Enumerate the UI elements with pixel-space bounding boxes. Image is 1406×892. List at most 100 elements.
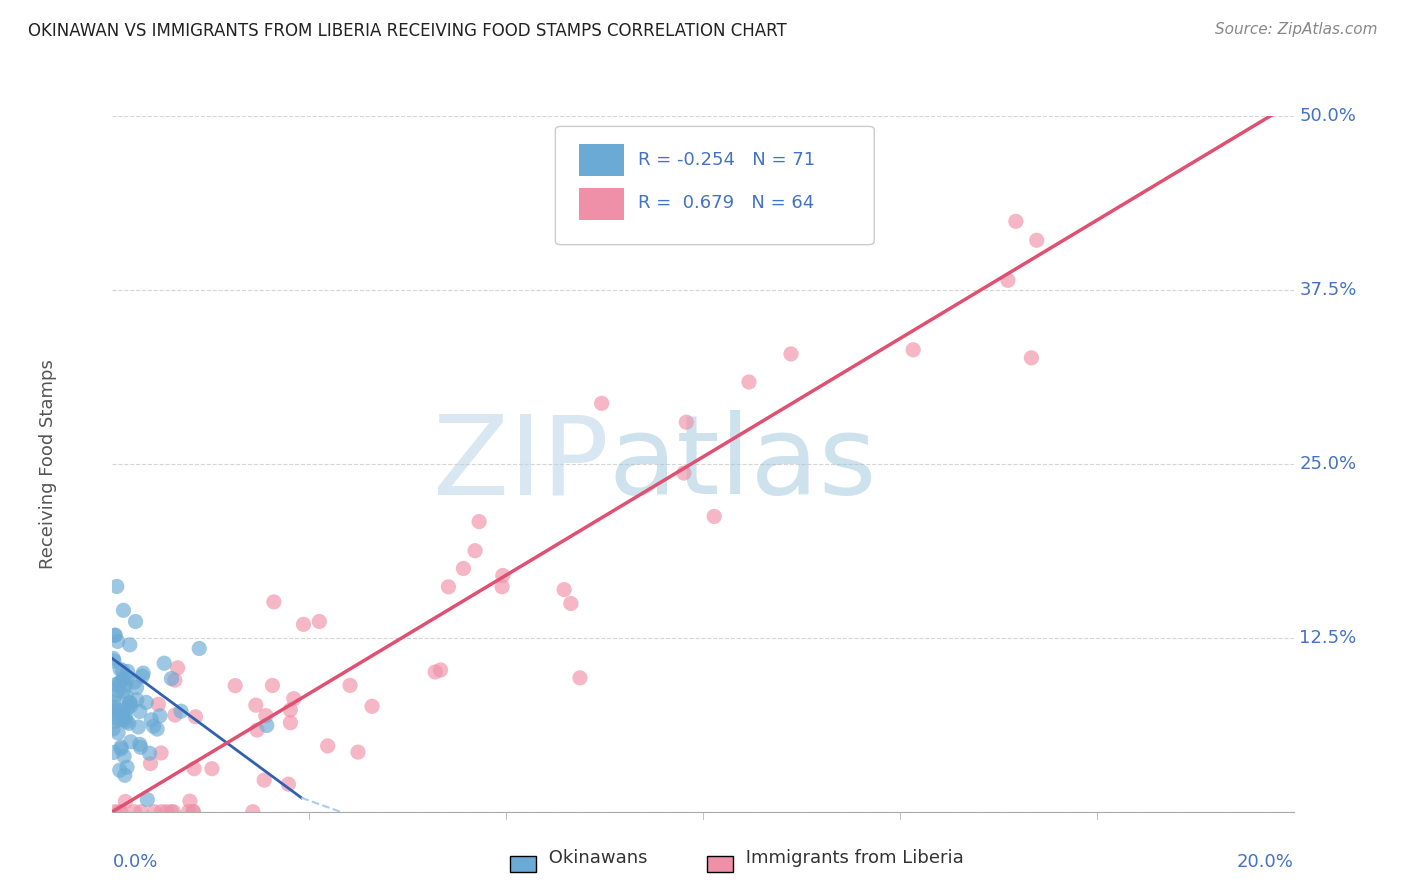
Point [256, 718, 278, 732]
Point [108, 805, 131, 819]
Point [703, 509, 725, 524]
Point [245, 698, 267, 713]
Point [560, 597, 582, 611]
Point [112, 749, 135, 764]
Point [181, 805, 204, 819]
Point [263, 595, 285, 609]
Point [675, 415, 697, 429]
Point [117, 665, 139, 679]
Point [148, 698, 170, 712]
Point [108, 677, 131, 691]
Point [143, 805, 166, 819]
Point [142, 719, 165, 733]
Point [103, 628, 125, 642]
Point [283, 691, 305, 706]
Point [112, 684, 135, 698]
Text: 50.0%: 50.0% [1299, 107, 1357, 125]
Point [177, 805, 200, 819]
Point [103, 805, 125, 819]
Point [115, 690, 138, 704]
Point [103, 746, 125, 760]
Point [150, 805, 173, 819]
Point [129, 805, 152, 819]
Point [125, 693, 148, 707]
Point [112, 603, 135, 617]
Point [117, 672, 139, 686]
Text: Source: ZipAtlas.com: Source: ZipAtlas.com [1215, 22, 1378, 37]
Point [101, 722, 124, 736]
Point [132, 666, 155, 681]
Point [118, 716, 141, 731]
Point [108, 675, 131, 690]
Point [316, 739, 339, 753]
Point [111, 713, 134, 727]
Point [124, 675, 146, 690]
Point [114, 678, 136, 692]
Point [361, 699, 384, 714]
Text: 20.0%: 20.0% [1237, 854, 1294, 871]
Point [110, 805, 132, 819]
FancyBboxPatch shape [579, 187, 624, 220]
Point [107, 683, 129, 698]
Point [120, 696, 142, 710]
Point [104, 714, 127, 729]
Point [115, 760, 138, 774]
Point [115, 714, 138, 729]
Point [780, 347, 803, 361]
Point [591, 396, 613, 410]
Point [179, 794, 201, 808]
Point [163, 708, 186, 723]
Point [127, 720, 149, 734]
Text: 0.0%: 0.0% [112, 854, 157, 871]
Point [183, 762, 205, 776]
Point [135, 695, 157, 709]
Point [997, 273, 1019, 287]
Point [153, 657, 176, 671]
Point [262, 678, 284, 692]
Text: 12.5%: 12.5% [1299, 629, 1357, 647]
FancyBboxPatch shape [555, 127, 875, 244]
Point [141, 713, 163, 727]
Point [118, 696, 141, 710]
Point [107, 726, 129, 740]
Point [128, 737, 150, 751]
Point [146, 722, 169, 736]
Point [162, 805, 184, 819]
Point [339, 678, 361, 692]
Point [553, 582, 575, 597]
Point [101, 706, 124, 721]
Text: Receiving Food Stamps: Receiving Food Stamps [38, 359, 56, 569]
Point [124, 805, 146, 819]
Point [738, 375, 761, 389]
Point [224, 679, 246, 693]
Text: R = -0.254   N = 71: R = -0.254 N = 71 [638, 151, 815, 169]
Point [103, 700, 125, 714]
Point [901, 343, 924, 357]
Text: ZIP: ZIP [433, 410, 609, 517]
Point [105, 579, 128, 593]
Point [184, 710, 207, 724]
Point [429, 663, 451, 677]
Point [253, 773, 276, 788]
Point [347, 745, 370, 759]
Point [166, 661, 188, 675]
Point [277, 777, 299, 791]
Point [112, 672, 135, 686]
Point [254, 708, 277, 723]
Point [139, 756, 162, 771]
Point [104, 688, 127, 702]
Point [128, 705, 150, 719]
Point [138, 746, 160, 760]
Point [491, 580, 513, 594]
Text: 37.5%: 37.5% [1299, 281, 1357, 299]
Point [120, 735, 142, 749]
Point [103, 703, 125, 717]
Point [672, 466, 695, 480]
Point [107, 634, 129, 648]
Point [425, 665, 447, 679]
Point [136, 792, 159, 806]
Point [120, 698, 142, 713]
Text: 25.0%: 25.0% [1299, 455, 1357, 473]
Point [568, 671, 591, 685]
Point [105, 704, 128, 718]
